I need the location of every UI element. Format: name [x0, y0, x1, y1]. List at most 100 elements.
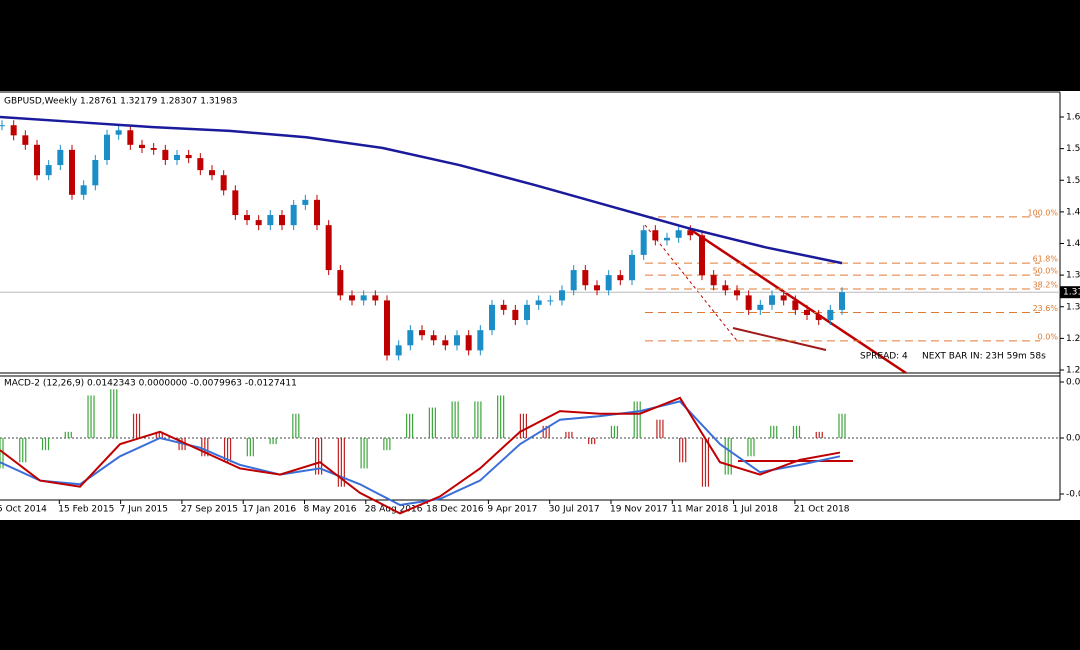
- candle-body: [395, 345, 402, 356]
- candle-body: [442, 340, 449, 346]
- y-tick-label: -0.03: [1066, 490, 1080, 500]
- y-tick-label: 0.03: [1066, 378, 1080, 388]
- candle-body: [477, 330, 484, 351]
- y-tick-label: 1.60: [1066, 113, 1080, 123]
- candle-body: [559, 290, 565, 301]
- moving-average: [0, 115, 843, 265]
- candle-body: [34, 144, 40, 176]
- candle-body: [22, 135, 29, 145]
- candle-body: [769, 295, 775, 305]
- support-line: [732, 327, 827, 351]
- signal-line: [0, 400, 841, 507]
- candle-body: [640, 230, 647, 255]
- candle-body: [500, 304, 507, 310]
- y-tick-label: 1.55: [1066, 144, 1080, 154]
- candle-body: [780, 295, 787, 301]
- candle-body: [232, 190, 239, 216]
- candle-body: [687, 230, 694, 236]
- candle-body: [185, 154, 192, 159]
- candle-body: [139, 144, 145, 148]
- fib-label: 23.6%: [1033, 304, 1059, 313]
- candle-body: [314, 199, 320, 226]
- y-tick-label: 1.35: [1066, 271, 1080, 281]
- candle-body: [337, 270, 344, 296]
- candle-body: [664, 237, 670, 241]
- candle-body: [104, 134, 110, 161]
- candle-body: [209, 170, 215, 176]
- candle-body: [115, 130, 122, 135]
- next-bar: NEXT BAR IN: 23H 59m 58s: [922, 352, 1046, 362]
- candle-body: [570, 270, 577, 291]
- fib-label: 61.8%: [1033, 255, 1059, 264]
- x-tick-label: 19 Nov 2017: [610, 505, 668, 515]
- macd-line: [0, 396, 841, 515]
- candle-body: [302, 199, 309, 205]
- fib-label: 100.0%: [1027, 208, 1058, 217]
- symbol-info: GBPUSD,Weekly 1.28761 1.32179 1.28307 1.…: [4, 97, 237, 107]
- candle-body: [10, 125, 17, 136]
- candle-body: [92, 160, 99, 186]
- candle-body: [652, 230, 659, 241]
- candle-body: [150, 147, 157, 150]
- x-tick-label: 21 Oct 2018: [794, 505, 850, 515]
- candle-body: [325, 225, 332, 271]
- candle-body: [454, 335, 460, 346]
- candle-body: [0, 125, 5, 127]
- x-tick-label: 9 Apr 2017: [487, 505, 537, 515]
- price-tag-box: [1060, 286, 1080, 299]
- chart-area: [0, 91, 1080, 520]
- candle-body: [57, 149, 64, 166]
- candle-body: [220, 175, 227, 191]
- candle-body: [722, 285, 729, 291]
- candle-body: [372, 295, 379, 301]
- candle-body: [605, 275, 612, 291]
- x-tick-label: 30 Jul 2017: [549, 505, 600, 515]
- candle-body: [512, 309, 519, 321]
- candle-body: [407, 330, 414, 346]
- candle-body: [547, 300, 554, 302]
- y-tick-label: 1.25: [1066, 334, 1080, 344]
- candle-body: [524, 304, 530, 321]
- candle-body: [197, 158, 204, 171]
- candle-body: [594, 285, 600, 291]
- x-tick-label: 7 Jun 2015: [120, 505, 168, 515]
- candle-body: [792, 300, 799, 310]
- x-tick-label: 15 Feb 2015: [58, 505, 114, 515]
- trend-line: [644, 224, 739, 343]
- fib-label: 50.0%: [1033, 267, 1059, 276]
- candle-body: [349, 295, 355, 301]
- x-tick-label: 1 Jul 2018: [733, 505, 778, 515]
- y-tick-label: 0.00: [1066, 434, 1080, 444]
- candle-body: [162, 149, 169, 161]
- candle-body: [757, 304, 764, 310]
- candle-body: [127, 130, 134, 145]
- x-tick-label: 27 Sep 2015: [181, 505, 238, 515]
- candle-body: [839, 292, 845, 310]
- candle-body: [80, 185, 87, 195]
- y-tick-label: 1.30: [1066, 302, 1080, 312]
- x-tick-label: 11 Mar 2018: [671, 505, 728, 515]
- candle-body: [267, 215, 274, 226]
- candle-body: [617, 275, 624, 281]
- candle-body: [582, 270, 589, 286]
- y-tick-label: 1.50: [1066, 176, 1080, 186]
- candle-body: [710, 275, 717, 286]
- candle-body: [675, 230, 682, 238]
- candle-body: [384, 300, 390, 356]
- candle-body: [699, 235, 705, 276]
- candle-body: [279, 215, 285, 226]
- candle-body: [290, 204, 297, 226]
- candle-body: [815, 314, 822, 321]
- price-tag: 1.31983: [1063, 288, 1080, 298]
- candle-body: [430, 335, 437, 341]
- macd-label: MACD-2 (12,26,9) 0.0142343 0.0000000 -0.…: [4, 379, 297, 389]
- candle-body: [419, 330, 425, 336]
- candle-body: [745, 295, 752, 310]
- y-tick-label: 1.20: [1066, 366, 1080, 376]
- candle-body: [244, 215, 250, 221]
- candle-body: [255, 220, 262, 226]
- candle-body: [489, 304, 495, 331]
- candle-body: [360, 295, 367, 301]
- candle-body: [535, 300, 542, 305]
